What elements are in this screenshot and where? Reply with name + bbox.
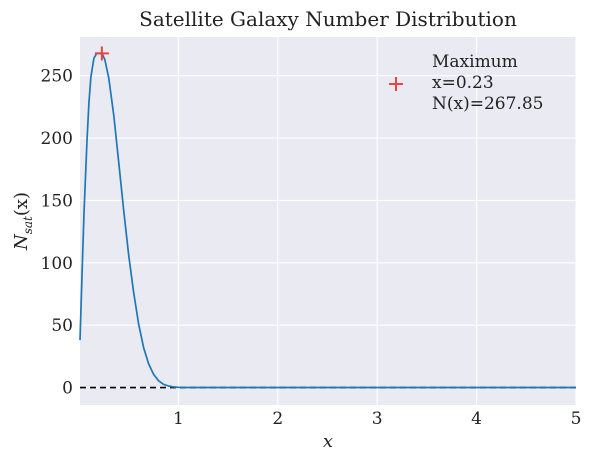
y-tick-label: 0 xyxy=(62,379,73,399)
x-tick-label: 4 xyxy=(471,409,482,429)
x-tick-label: 2 xyxy=(272,409,283,429)
y-axis-label: Nsat(x) xyxy=(11,192,35,251)
series-line xyxy=(79,52,576,389)
x-tick-label: 5 xyxy=(571,409,582,429)
legend-line-1: Maximum xyxy=(432,52,518,72)
y-tick-label: 150 xyxy=(41,191,73,211)
x-tick-label: 1 xyxy=(173,409,184,429)
maximum-marker-group xyxy=(94,46,109,61)
legend: Maximum x=0.23 N(x)=267.85 xyxy=(389,52,543,114)
legend-line-3: N(x)=267.85 xyxy=(432,94,543,114)
x-tick-labels: 1 2 3 4 5 xyxy=(173,409,581,429)
x-axis-label: x xyxy=(323,431,333,452)
y-axis-label-arg: (x) xyxy=(11,192,32,216)
chart-title: Satellite Galaxy Number Distribution xyxy=(139,7,517,31)
plot-area xyxy=(80,37,576,405)
legend-line-2: x=0.23 xyxy=(432,73,494,93)
y-tick-label: 50 xyxy=(51,316,73,336)
y-tick-label: 200 xyxy=(41,129,73,149)
y-tick-label: 250 xyxy=(41,67,73,87)
y-tick-labels: 0 50 100 150 200 250 xyxy=(41,67,73,399)
x-tick-label: 3 xyxy=(372,409,383,429)
series-group xyxy=(79,52,576,389)
legend-marker xyxy=(389,77,403,91)
y-axis-label-sub: sat xyxy=(21,216,35,234)
y-axis-label-base: N xyxy=(11,233,32,251)
y-tick-label: 100 xyxy=(41,254,73,274)
